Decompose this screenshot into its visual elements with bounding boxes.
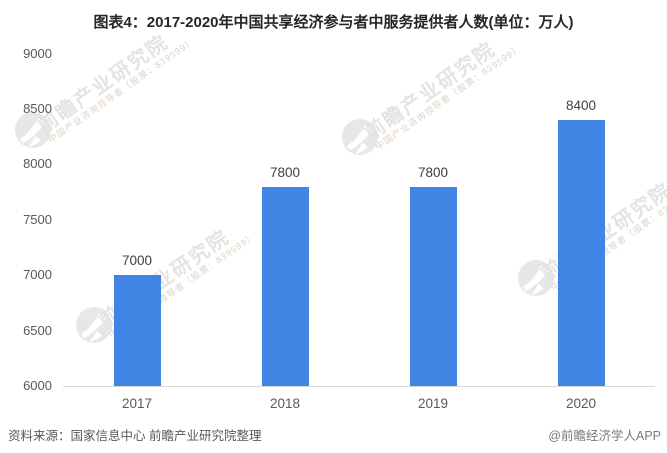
- y-tick-label: 7500: [23, 211, 52, 227]
- bar-2020: [557, 120, 605, 386]
- bar-2017: [113, 275, 161, 386]
- x-tick-label: 2019: [417, 396, 449, 411]
- y-tick-label: 6000: [23, 378, 52, 393]
- y-tick-label: 8000: [23, 156, 52, 172]
- x-tick-label: 2018: [269, 396, 301, 411]
- x-axis-line: [63, 386, 655, 387]
- bar-value-label: 8400: [565, 98, 597, 113]
- bar-value-label: 7800: [417, 164, 449, 180]
- x-tick-label: 2020: [565, 396, 597, 411]
- x-tick-label: 2017: [121, 396, 153, 411]
- source-note: 资料来源：国家信息中心 前瞻产业研究院整理: [8, 429, 262, 443]
- bar-value-label: 7000: [121, 253, 153, 269]
- bar-2018: [261, 186, 309, 386]
- chart-title: 图表4：2017-2020年中国共享经济参与者中服务提供者人数(单位：万人): [93, 14, 574, 31]
- bar-2019: [409, 186, 457, 386]
- y-tick-label: 8500: [23, 100, 52, 116]
- y-tick-label: 6500: [23, 322, 52, 338]
- bar-value-label: 7800: [269, 164, 301, 180]
- y-tick-label: 9000: [23, 45, 52, 61]
- credit-note: @前瞻经济学人APP: [548, 429, 661, 443]
- y-tick-label: 7000: [23, 267, 52, 283]
